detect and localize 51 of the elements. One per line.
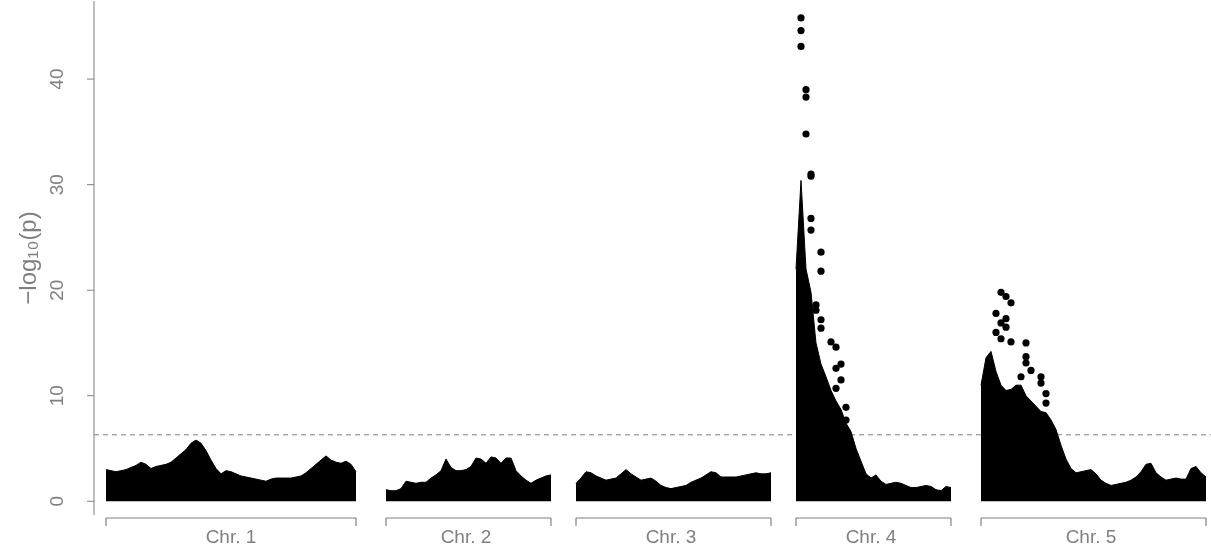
point bbox=[1037, 379, 1045, 387]
y-tick-label: 30 bbox=[46, 174, 67, 196]
point bbox=[832, 343, 840, 351]
point bbox=[837, 376, 845, 384]
point bbox=[817, 324, 825, 332]
point bbox=[802, 130, 810, 138]
y-tick-label: 40 bbox=[46, 68, 67, 90]
point bbox=[812, 306, 820, 314]
point bbox=[842, 403, 850, 411]
point bbox=[1027, 366, 1035, 375]
point bbox=[817, 267, 825, 275]
point bbox=[832, 364, 840, 372]
point bbox=[997, 319, 1005, 327]
point bbox=[1002, 315, 1010, 323]
point bbox=[802, 86, 810, 94]
x-tick-label: Chr. 2 bbox=[440, 526, 492, 545]
point bbox=[997, 335, 1005, 343]
point bbox=[1022, 353, 1030, 361]
point bbox=[842, 416, 850, 424]
point bbox=[832, 384, 840, 392]
x-tick-label: Chr. 3 bbox=[645, 526, 697, 545]
y-tick-label: 10 bbox=[46, 385, 67, 407]
point bbox=[827, 338, 835, 346]
point bbox=[1007, 338, 1015, 346]
point bbox=[837, 360, 845, 368]
point bbox=[817, 316, 825, 324]
point bbox=[1002, 323, 1010, 331]
point bbox=[1037, 373, 1045, 381]
point bbox=[1007, 299, 1015, 307]
point bbox=[1022, 359, 1030, 367]
point bbox=[802, 93, 810, 101]
point bbox=[807, 226, 815, 234]
point bbox=[1002, 292, 1010, 301]
point bbox=[1017, 373, 1025, 381]
x-tick-label: Chr. 5 bbox=[1065, 526, 1117, 545]
point bbox=[1042, 390, 1050, 398]
y-tick-label: 0 bbox=[46, 495, 67, 507]
point bbox=[797, 26, 805, 35]
x-tick-label: Chr. 1 bbox=[205, 526, 257, 545]
x-tick-label: Chr. 4 bbox=[845, 526, 897, 545]
point bbox=[817, 248, 825, 256]
point bbox=[997, 288, 1005, 296]
point bbox=[992, 328, 1000, 337]
point bbox=[992, 309, 1000, 318]
point bbox=[807, 214, 815, 223]
point bbox=[797, 42, 805, 50]
y-axis-title: −log₁₀(p) bbox=[14, 211, 41, 305]
point bbox=[1042, 399, 1050, 407]
point bbox=[1022, 339, 1030, 347]
y-tick-label: 20 bbox=[46, 279, 67, 301]
point bbox=[797, 14, 805, 22]
